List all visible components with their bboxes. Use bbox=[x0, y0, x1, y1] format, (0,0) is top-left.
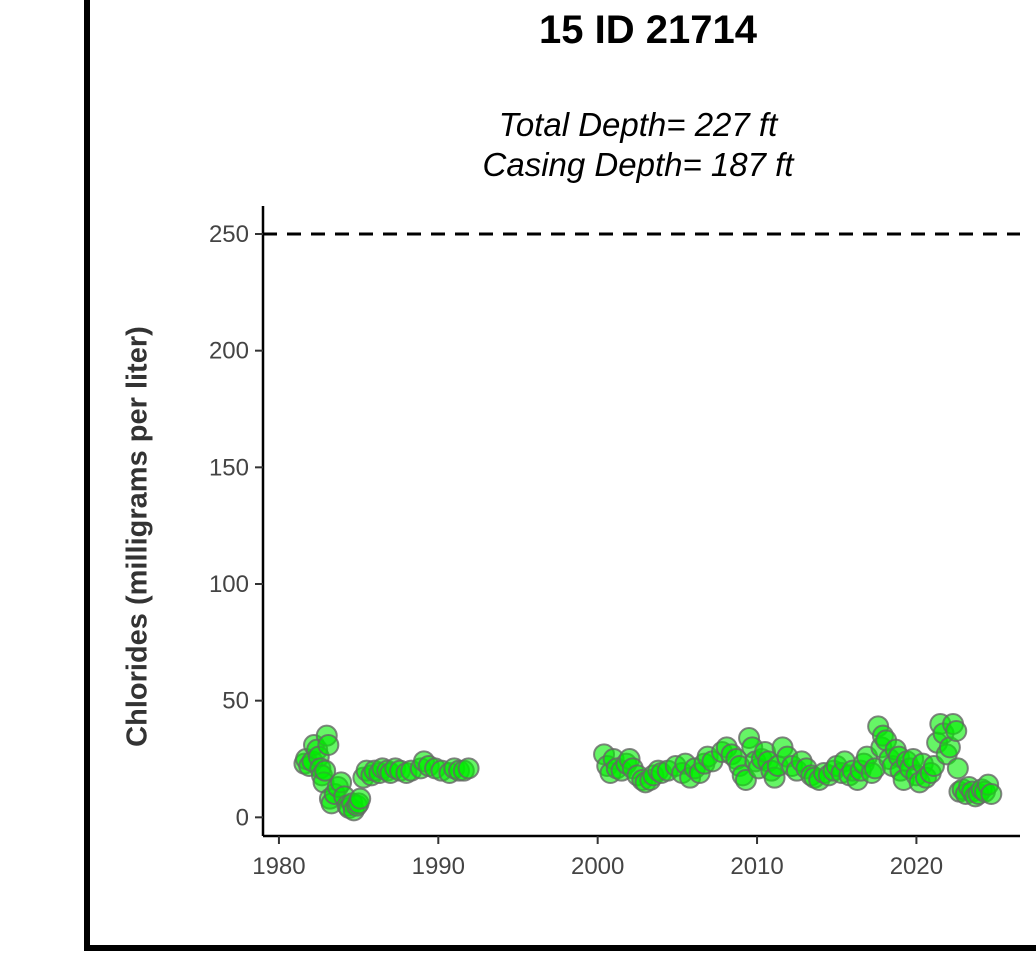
y-tick-label: 250 bbox=[209, 221, 249, 248]
data-point bbox=[349, 787, 372, 810]
y-tick-label: 200 bbox=[209, 338, 249, 365]
data-point bbox=[317, 734, 340, 756]
x-tick-label: 2020 bbox=[890, 853, 943, 880]
y-tick-label: 100 bbox=[209, 571, 249, 598]
data-point bbox=[314, 759, 337, 782]
chart-title: 15 ID 21714 bbox=[539, 8, 757, 52]
y-tick-label: 150 bbox=[209, 454, 249, 481]
data-point bbox=[457, 757, 480, 780]
y-tick-label: 50 bbox=[222, 688, 249, 715]
y-tick-label: 0 bbox=[236, 804, 249, 831]
x-tick-label: 2010 bbox=[730, 853, 783, 880]
figure-frame bbox=[84, 0, 1036, 951]
data-point bbox=[980, 783, 1003, 805]
chart-subtitle-casing-depth: Casing Depth= 187 ft bbox=[482, 146, 794, 183]
data-points-group bbox=[293, 713, 1003, 822]
data-point bbox=[946, 757, 969, 780]
axes-group: 0 50 100 150 200 250 1980 1990 2000 2010 2020 bbox=[209, 206, 1020, 880]
x-tick-label: 1990 bbox=[412, 853, 465, 880]
chart-subtitle-total-depth: Total Depth= 227 ft bbox=[498, 106, 778, 143]
x-tick-label: 1980 bbox=[252, 853, 305, 880]
data-point bbox=[945, 720, 968, 742]
x-tick-label: 2000 bbox=[571, 853, 624, 880]
